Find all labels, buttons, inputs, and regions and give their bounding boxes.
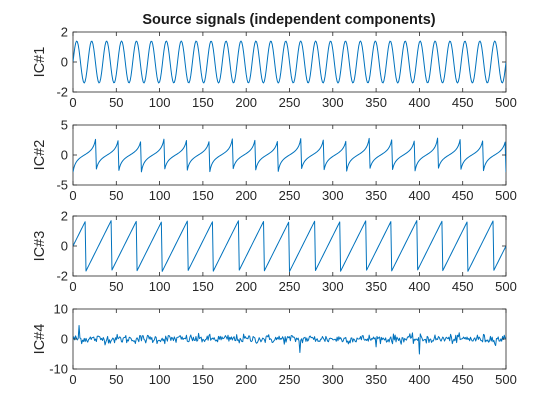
x-tick-label: 250 [279, 372, 301, 387]
x-tick-label: 350 [365, 188, 387, 203]
y-axis-label: IC#4 [32, 324, 48, 355]
y-axis-label: IC#3 [32, 231, 48, 262]
x-tick-label: 300 [322, 188, 344, 203]
x-tick-label: 200 [235, 188, 257, 203]
y-tick-label: 2 [61, 209, 68, 224]
x-tick-label: 150 [192, 372, 214, 387]
x-tick-label: 500 [495, 188, 517, 203]
x-tick-label: 100 [149, 279, 171, 294]
x-tick-label: 250 [279, 188, 301, 203]
x-tick-label: 500 [495, 279, 517, 294]
y-tick-label: 0 [61, 332, 68, 347]
y-tick-label: -10 [49, 362, 68, 377]
x-tick-label: 450 [452, 95, 474, 110]
x-tick-label: 450 [452, 372, 474, 387]
x-tick-label: 0 [69, 95, 76, 110]
x-tick-label: 100 [149, 95, 171, 110]
x-tick-label: 450 [452, 188, 474, 203]
y-axis-label: IC#1 [32, 47, 48, 78]
x-tick-label: 100 [149, 372, 171, 387]
x-tick-label: 0 [69, 279, 76, 294]
x-tick-label: 200 [235, 372, 257, 387]
y-tick-label: 0 [61, 55, 68, 70]
y-tick-label: 5 [61, 118, 68, 133]
y-tick-label: -2 [56, 85, 68, 100]
x-tick-label: 500 [495, 95, 517, 110]
y-tick-label: -5 [56, 178, 68, 193]
x-tick-label: 400 [409, 188, 431, 203]
x-tick-label: 400 [409, 95, 431, 110]
y-axis-label: IC#2 [32, 140, 48, 171]
x-tick-label: 50 [109, 95, 123, 110]
x-tick-label: 300 [322, 95, 344, 110]
x-tick-label: 350 [365, 372, 387, 387]
y-tick-label: -2 [56, 269, 68, 284]
x-tick-label: 50 [109, 279, 123, 294]
x-tick-label: 0 [69, 372, 76, 387]
x-tick-label: 50 [109, 372, 123, 387]
x-tick-label: 250 [279, 95, 301, 110]
x-tick-label: 500 [495, 372, 517, 387]
y-tick-label: 0 [61, 148, 68, 163]
x-tick-label: 150 [192, 95, 214, 110]
x-tick-label: 400 [409, 279, 431, 294]
y-tick-label: 2 [61, 25, 68, 40]
x-tick-label: 0 [69, 188, 76, 203]
y-tick-label: 10 [54, 302, 68, 317]
x-tick-label: 150 [192, 188, 214, 203]
x-tick-label: 200 [235, 95, 257, 110]
x-tick-label: 350 [365, 279, 387, 294]
figure-title: Source signals (independent components) [142, 12, 435, 28]
x-tick-label: 400 [409, 372, 431, 387]
x-tick-label: 150 [192, 279, 214, 294]
x-tick-label: 200 [235, 279, 257, 294]
x-tick-label: 350 [365, 95, 387, 110]
y-tick-label: 0 [61, 239, 68, 254]
x-tick-label: 250 [279, 279, 301, 294]
x-tick-label: 100 [149, 188, 171, 203]
x-tick-label: 300 [322, 372, 344, 387]
x-tick-label: 50 [109, 188, 123, 203]
x-tick-label: 300 [322, 279, 344, 294]
x-tick-label: 450 [452, 279, 474, 294]
